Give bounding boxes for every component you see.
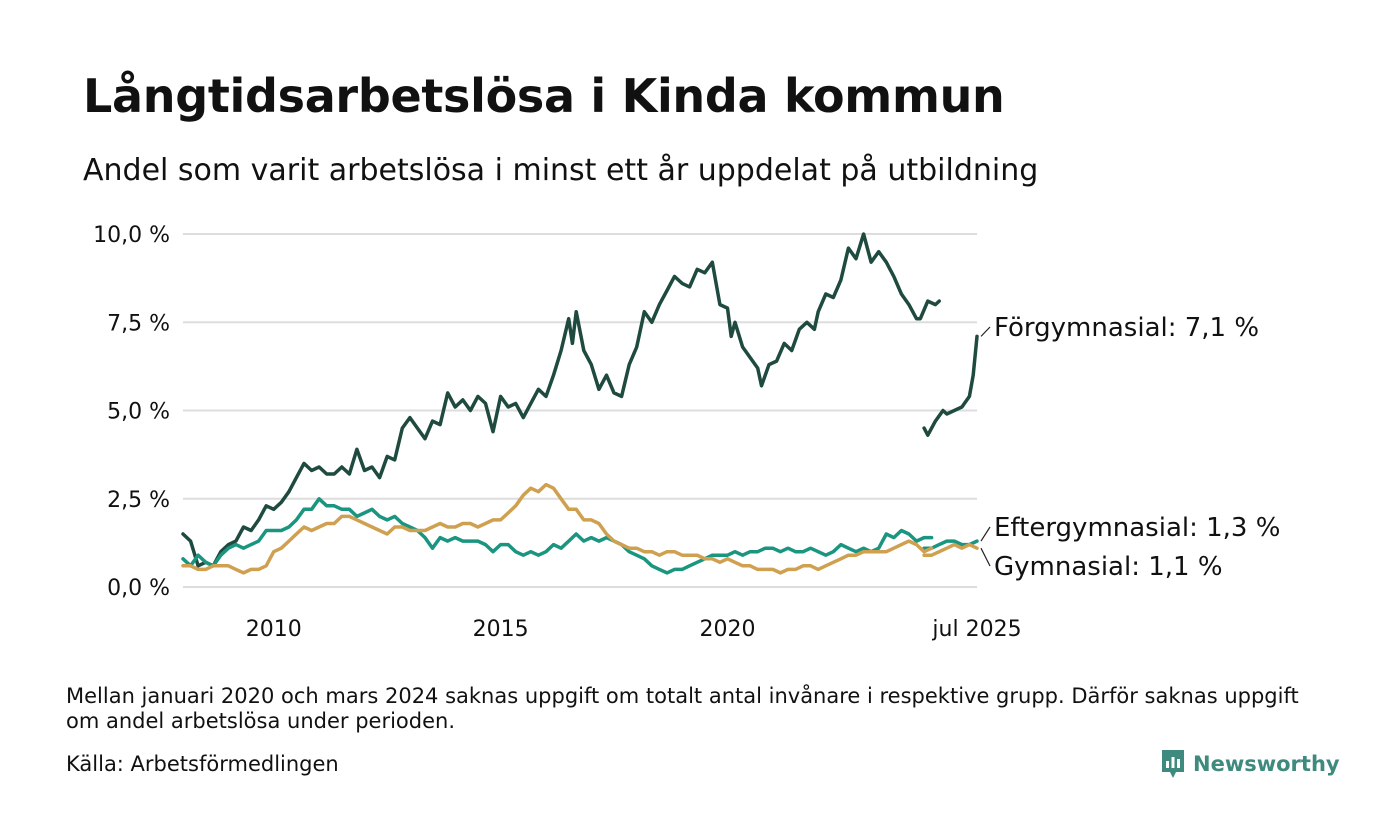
y-tick-label: 2,5 % <box>107 488 170 513</box>
series-lines <box>181 232 979 575</box>
series-line-gymnasial <box>922 542 979 557</box>
series-line-förgymnasial <box>922 334 979 437</box>
x-tick-label: 2015 <box>473 617 529 642</box>
x-tick-label: jul 2025 <box>931 617 1021 642</box>
end-labels: Förgymnasial: 7,1 % Eftergymnasial: 1,3 %… <box>980 313 1280 582</box>
y-tick-label: 7,5 % <box>107 311 170 336</box>
brand-name: Newsworthy <box>1193 752 1340 776</box>
y-tick-label: 5,0 % <box>107 400 170 425</box>
series-end-label: Eftergymnasial: 1,3 % <box>994 513 1280 543</box>
label-leader-line <box>980 326 991 337</box>
series-line-gymnasial <box>181 482 934 575</box>
newsworthy-logo-icon <box>1162 750 1184 778</box>
series-end-label: Gymnasial: 1,1 % <box>994 552 1223 582</box>
gridlines <box>183 233 977 588</box>
series-line-eftergymnasial <box>181 497 934 575</box>
chart-title: Långtidsarbetslösa i Kinda kommun <box>83 69 1005 123</box>
y-tick-label: 10,0 % <box>93 223 170 248</box>
series-line-förgymnasial <box>181 232 941 568</box>
x-axis-ticks: 2010 2015 2020 jul 2025 <box>246 617 1022 642</box>
chart-subtitle: Andel som varit arbetslösa i minst ett å… <box>83 153 1039 188</box>
source-text: Källa: Arbetsförmedlingen <box>66 752 339 776</box>
label-leader-line <box>980 547 991 567</box>
label-leader-line <box>980 526 991 542</box>
x-tick-label: 2020 <box>699 617 755 642</box>
y-tick-label: 0,0 % <box>107 576 170 601</box>
line-chart: 0,0 % 2,5 % 5,0 % 7,5 % 10,0 % 2010 2015 2020 j… <box>93 223 1280 642</box>
brand-logo: Newsworthy <box>1160 748 1340 780</box>
footnote: Mellan januari 2020 och mars 2024 saknas… <box>66 684 1299 733</box>
x-tick-label: 2010 <box>246 617 302 642</box>
y-axis-ticks: 0,0 % 2,5 % 5,0 % 7,5 % 10,0 % <box>93 223 170 601</box>
series-end-label: Förgymnasial: 7,1 % <box>994 313 1259 343</box>
